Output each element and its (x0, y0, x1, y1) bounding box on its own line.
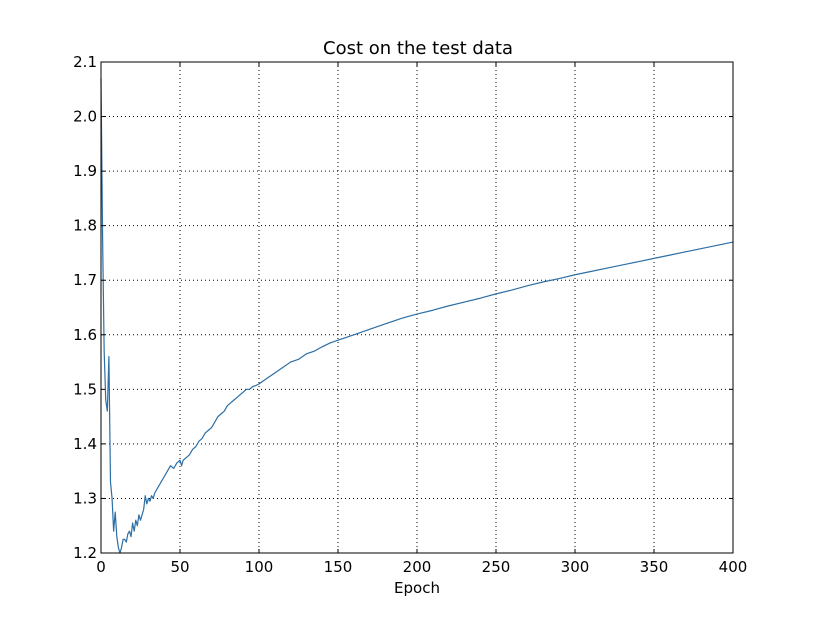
x-tick-label: 0 (96, 558, 106, 576)
tick-label-layer: 0 50 100 150 200 250 300 350 400 1.2 1.3 1.4 1.5 1.6 1… (73, 53, 747, 576)
axes-layer (100, 61, 734, 554)
x-tick-label: 350 (640, 558, 669, 576)
x-axis-label: Epoch (394, 579, 440, 597)
x-tick-label: 300 (561, 558, 590, 576)
y-tick-label: 1.7 (73, 271, 97, 289)
y-tick-label: 2.1 (73, 53, 97, 71)
x-tick-label: 400 (719, 558, 748, 576)
y-tick-label: 1.8 (73, 217, 97, 235)
y-tick-label: 1.9 (73, 162, 97, 180)
y-tick-label: 1.4 (73, 435, 97, 453)
x-tick-label: 100 (245, 558, 274, 576)
y-tick-label: 1.5 (73, 380, 97, 398)
y-tick-label: 2.0 (73, 108, 97, 126)
x-tick-label: 150 (324, 558, 353, 576)
series-line (100, 78, 734, 554)
x-tick-label: 200 (403, 558, 432, 576)
chart-title: Cost on the test data (323, 38, 513, 59)
series-layer (100, 78, 734, 554)
y-tick-label: 1.2 (73, 544, 97, 562)
x-tick-label: 50 (170, 558, 189, 576)
y-tick-label: 1.6 (73, 326, 97, 344)
y-tick-label: 1.3 (73, 489, 97, 507)
x-tick-label: 250 (482, 558, 511, 576)
